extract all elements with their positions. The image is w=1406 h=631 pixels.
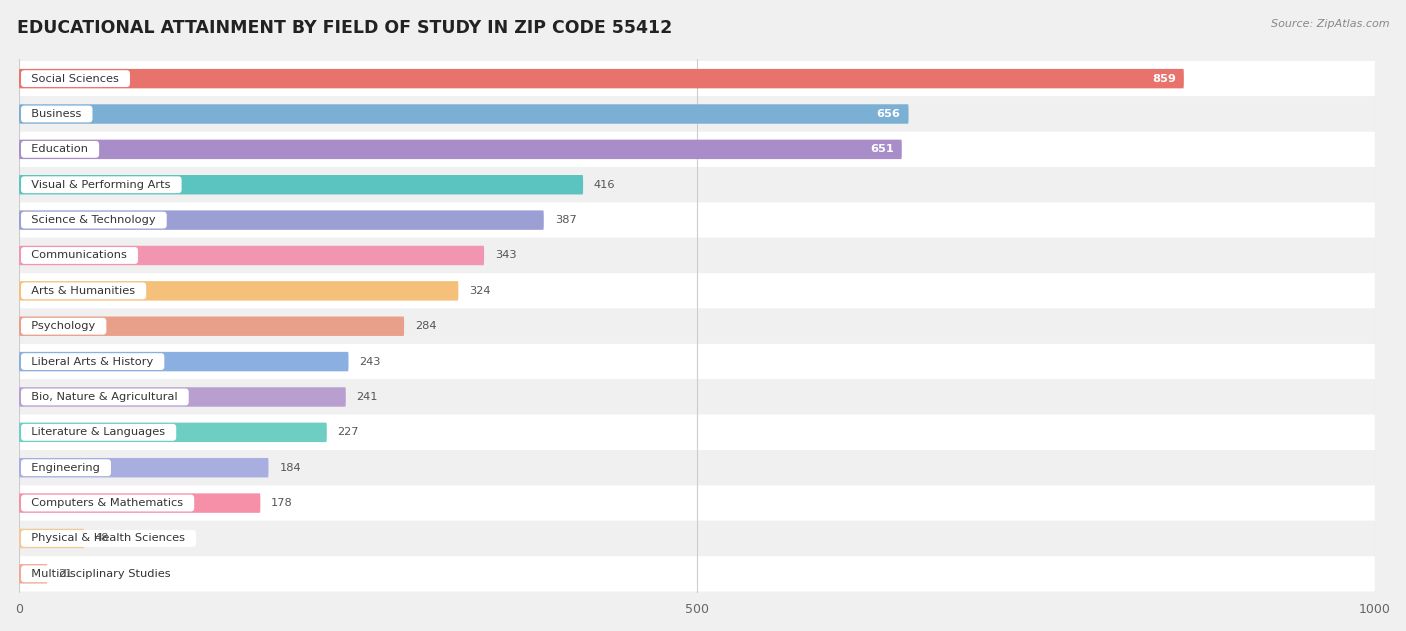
Text: 227: 227: [337, 427, 359, 437]
Text: 21: 21: [58, 569, 73, 579]
FancyBboxPatch shape: [20, 69, 1184, 88]
FancyBboxPatch shape: [20, 564, 48, 584]
Text: Science & Technology: Science & Technology: [24, 215, 163, 225]
Text: 651: 651: [870, 144, 894, 155]
Text: EDUCATIONAL ATTAINMENT BY FIELD OF STUDY IN ZIP CODE 55412: EDUCATIONAL ATTAINMENT BY FIELD OF STUDY…: [17, 19, 672, 37]
Text: Social Sciences: Social Sciences: [24, 74, 127, 84]
Text: Liberal Arts & History: Liberal Arts & History: [24, 357, 160, 367]
Text: Computers & Mathematics: Computers & Mathematics: [24, 498, 191, 508]
Text: 241: 241: [357, 392, 378, 402]
FancyBboxPatch shape: [20, 379, 1375, 415]
FancyBboxPatch shape: [20, 521, 1375, 556]
FancyBboxPatch shape: [20, 203, 1375, 238]
Text: 324: 324: [470, 286, 491, 296]
Text: Engineering: Engineering: [24, 463, 107, 473]
FancyBboxPatch shape: [20, 210, 544, 230]
FancyBboxPatch shape: [20, 493, 260, 513]
FancyBboxPatch shape: [20, 317, 404, 336]
Text: 284: 284: [415, 321, 436, 331]
FancyBboxPatch shape: [20, 97, 1375, 132]
FancyBboxPatch shape: [20, 458, 269, 478]
Text: Education: Education: [24, 144, 96, 155]
Text: 387: 387: [554, 215, 576, 225]
Text: 859: 859: [1152, 74, 1175, 84]
FancyBboxPatch shape: [20, 104, 908, 124]
FancyBboxPatch shape: [20, 529, 84, 548]
FancyBboxPatch shape: [20, 556, 1375, 591]
Text: 243: 243: [360, 357, 381, 367]
Text: Communications: Communications: [24, 251, 135, 261]
Text: 656: 656: [876, 109, 900, 119]
FancyBboxPatch shape: [20, 387, 346, 407]
Text: Physical & Health Sciences: Physical & Health Sciences: [24, 533, 193, 543]
FancyBboxPatch shape: [20, 61, 1375, 97]
FancyBboxPatch shape: [20, 139, 901, 159]
FancyBboxPatch shape: [20, 132, 1375, 167]
FancyBboxPatch shape: [20, 281, 458, 300]
FancyBboxPatch shape: [20, 450, 1375, 485]
Text: Bio, Nature & Agricultural: Bio, Nature & Agricultural: [24, 392, 186, 402]
FancyBboxPatch shape: [20, 238, 1375, 273]
FancyBboxPatch shape: [20, 167, 1375, 203]
Text: Visual & Performing Arts: Visual & Performing Arts: [24, 180, 179, 190]
FancyBboxPatch shape: [20, 273, 1375, 309]
FancyBboxPatch shape: [20, 344, 1375, 379]
Text: 343: 343: [495, 251, 516, 261]
Text: Psychology: Psychology: [24, 321, 103, 331]
Text: 416: 416: [593, 180, 616, 190]
Text: 48: 48: [96, 533, 110, 543]
FancyBboxPatch shape: [20, 352, 349, 371]
FancyBboxPatch shape: [20, 423, 326, 442]
FancyBboxPatch shape: [20, 245, 484, 265]
Text: Business: Business: [24, 109, 89, 119]
Text: 184: 184: [280, 463, 301, 473]
Text: Source: ZipAtlas.com: Source: ZipAtlas.com: [1271, 19, 1389, 29]
FancyBboxPatch shape: [20, 175, 583, 194]
Text: 178: 178: [271, 498, 292, 508]
Text: Literature & Languages: Literature & Languages: [24, 427, 173, 437]
Text: Multidisciplinary Studies: Multidisciplinary Studies: [24, 569, 179, 579]
FancyBboxPatch shape: [20, 415, 1375, 450]
FancyBboxPatch shape: [20, 485, 1375, 521]
Text: Arts & Humanities: Arts & Humanities: [24, 286, 143, 296]
FancyBboxPatch shape: [20, 309, 1375, 344]
